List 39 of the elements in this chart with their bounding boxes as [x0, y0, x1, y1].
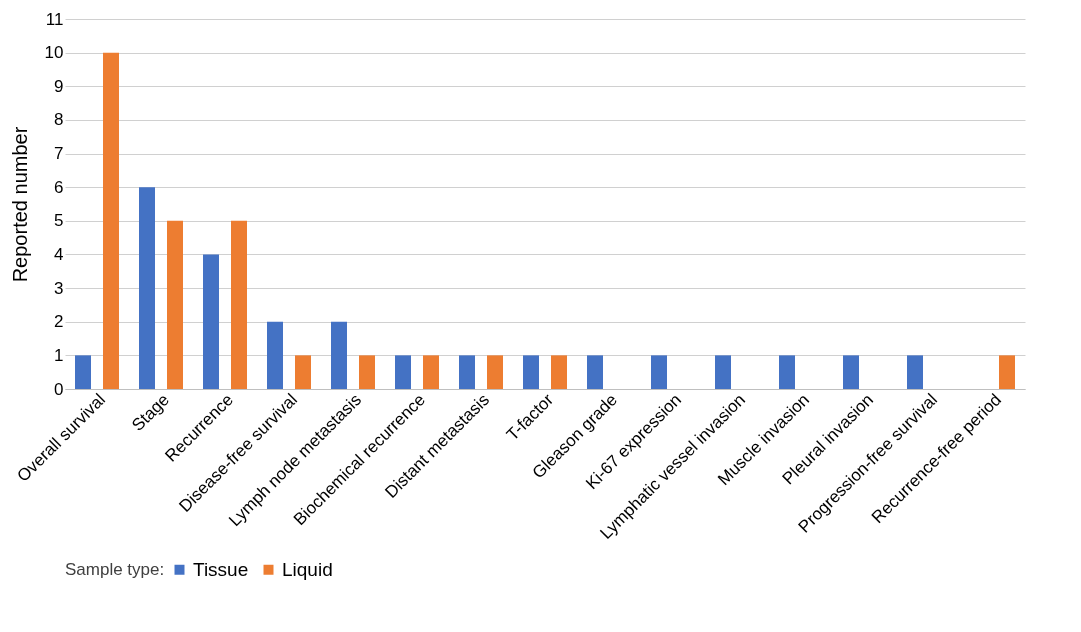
- y-tick-label: 7: [54, 144, 64, 164]
- bar: [359, 355, 375, 389]
- bar: [103, 52, 119, 389]
- y-tick-label: 2: [54, 312, 64, 332]
- bar: [551, 355, 567, 389]
- bar: [267, 321, 283, 389]
- bar: [487, 355, 503, 389]
- bar: [203, 254, 219, 389]
- y-tick-label: 10: [44, 43, 64, 63]
- bar: [331, 321, 347, 389]
- legend-title: Sample type:: [65, 560, 165, 579]
- bar: [843, 355, 859, 389]
- bar: [779, 355, 795, 389]
- y-tick-label: 6: [54, 177, 64, 197]
- y-tick-label: 9: [54, 76, 64, 96]
- bar: [999, 355, 1015, 389]
- bar: [395, 355, 411, 389]
- y-tick-label: 4: [54, 244, 64, 264]
- legend-label: Tissue: [193, 558, 249, 580]
- y-tick-label: 1: [54, 345, 64, 365]
- bar: [423, 355, 439, 389]
- bar: [907, 355, 923, 389]
- bar: [459, 355, 475, 389]
- bar: [715, 355, 731, 389]
- bar: [523, 355, 539, 389]
- y-axis-title: Reported number: [8, 126, 31, 283]
- bar: [295, 355, 311, 389]
- bar: [75, 355, 91, 389]
- bar: [651, 355, 667, 389]
- bar: [587, 355, 603, 389]
- y-tick-label: 0: [54, 379, 64, 399]
- bar: [139, 187, 155, 389]
- bar: [231, 220, 247, 389]
- y-tick-label: 3: [54, 278, 64, 298]
- y-tick-label: 11: [45, 9, 64, 29]
- legend-label: Liquid: [282, 558, 333, 580]
- bar: [167, 220, 183, 389]
- y-tick-label: 5: [54, 211, 64, 231]
- y-tick-label: 8: [54, 110, 64, 130]
